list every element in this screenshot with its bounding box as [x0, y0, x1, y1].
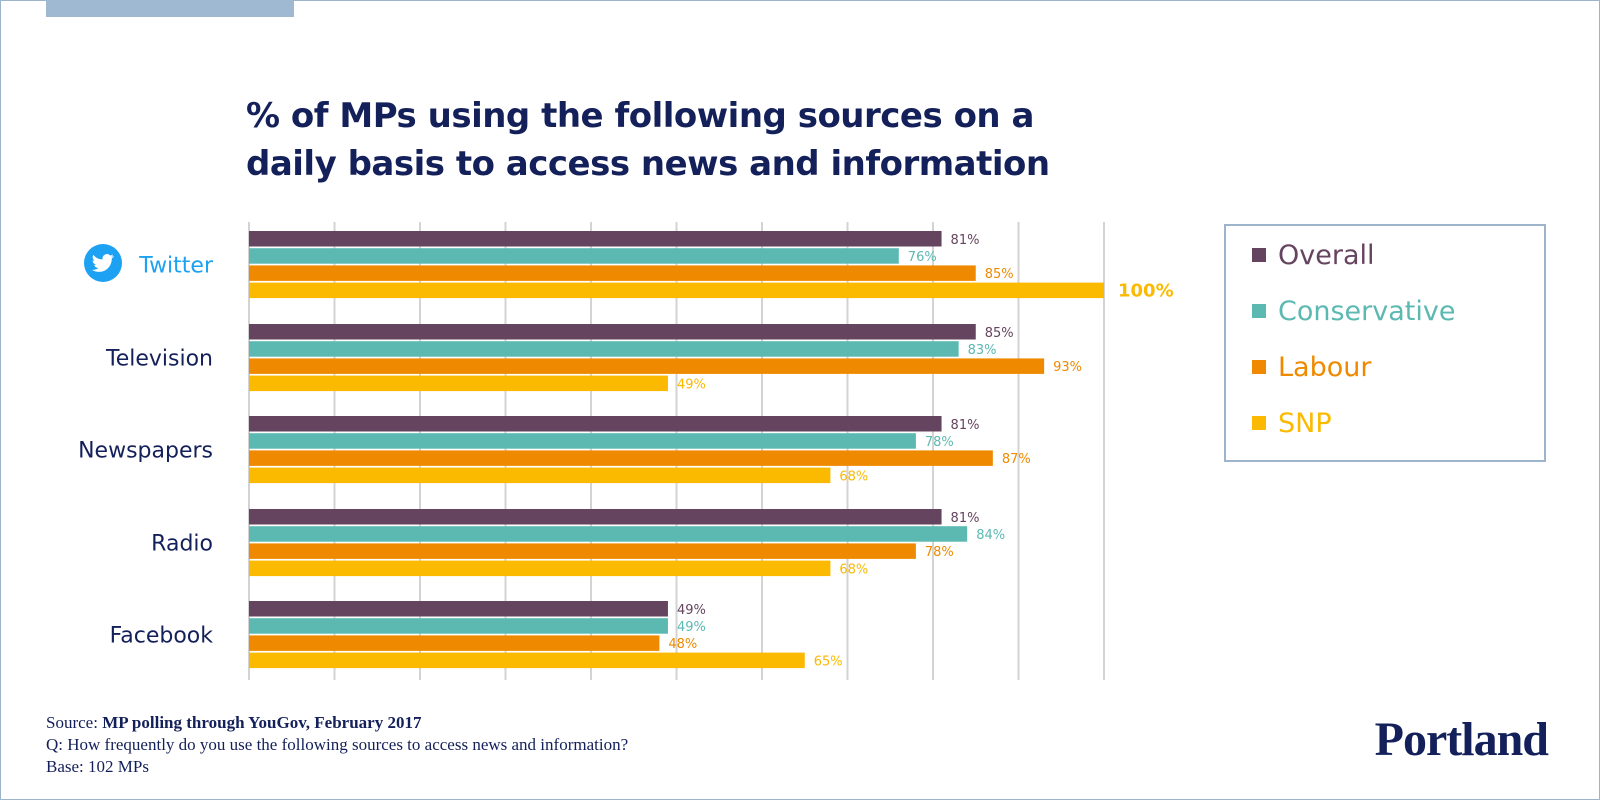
value-label-newspapers-conservative: 78%	[925, 435, 954, 450]
category-label-newspapers: Newspapers	[78, 438, 213, 463]
legend-swatch-overall	[1252, 248, 1266, 262]
bar-twitter-snp	[249, 282, 1104, 299]
legend-label-conservative: Conservative	[1278, 295, 1456, 327]
bar-television-snp	[249, 375, 668, 392]
bar-newspapers-labour	[249, 450, 993, 466]
value-label-twitter-conservative: 76%	[908, 250, 937, 265]
chart-title-line-1: % of MPs using the following sources on …	[246, 96, 1034, 136]
value-label-television-overall: 85%	[985, 326, 1014, 341]
portland-logo: Portland	[1374, 713, 1549, 766]
value-label-twitter-overall: 81%	[951, 233, 980, 248]
value-label-twitter-snp: 100%	[1118, 280, 1174, 301]
top-accent-bar	[46, 0, 294, 17]
value-label-twitter-labour: 85%	[985, 267, 1014, 282]
value-label-radio-labour: 78%	[925, 545, 954, 560]
bar-television-overall	[249, 324, 976, 340]
bar-twitter-overall	[249, 231, 942, 247]
bar-newspapers-conservative	[249, 433, 916, 449]
legend-item-conservative: Conservative	[1252, 294, 1455, 328]
base-line: Base: 102 MPs	[46, 757, 149, 776]
bar-newspapers-snp	[249, 467, 831, 484]
value-label-facebook-conservative: 49%	[677, 620, 706, 635]
bar-television-conservative	[249, 341, 959, 357]
bar-twitter-labour	[249, 265, 976, 281]
value-label-newspapers-snp: 68%	[839, 469, 868, 484]
value-label-radio-overall: 81%	[951, 511, 980, 526]
legend-label-labour: Labour	[1278, 351, 1372, 383]
category-label-radio: Radio	[151, 531, 213, 556]
bar-twitter-conservative	[249, 248, 899, 264]
value-label-facebook-labour: 48%	[668, 637, 697, 652]
bar-radio-snp	[249, 560, 831, 577]
bar-television-labour	[249, 358, 1045, 374]
value-label-facebook-snp: 65%	[814, 654, 843, 669]
value-label-facebook-overall: 49%	[677, 603, 706, 618]
legend: Overall Conservative Labour SNP	[1224, 224, 1546, 462]
bar-facebook-snp	[249, 652, 805, 669]
legend-swatch-conservative	[1252, 304, 1266, 318]
category-label-television: Television	[105, 346, 213, 371]
category-label-twitter: Twitter	[138, 253, 214, 278]
legend-swatch-labour	[1252, 360, 1266, 374]
question-line: Q: How frequently do you use the followi…	[46, 735, 629, 754]
value-label-television-snp: 49%	[677, 377, 706, 392]
source-line: Source: MP polling through YouGov, Febru…	[46, 712, 628, 734]
legend-item-overall: Overall	[1252, 238, 1375, 272]
value-label-television-labour: 93%	[1053, 360, 1082, 375]
category-label-facebook: Facebook	[110, 623, 214, 648]
value-label-television-conservative: 83%	[968, 343, 997, 358]
value-label-newspapers-labour: 87%	[1002, 452, 1031, 467]
source-text: MP polling through YouGov, February 2017	[102, 713, 422, 732]
legend-item-labour: Labour	[1252, 350, 1371, 384]
legend-item-snp: SNP	[1252, 406, 1332, 440]
source-prefix: Source:	[46, 713, 103, 732]
twitter-icon	[84, 244, 122, 282]
legend-swatch-snp	[1252, 416, 1266, 430]
legend-label-snp: SNP	[1278, 407, 1332, 439]
bar-radio-overall	[249, 509, 942, 525]
bar-newspapers-overall	[249, 416, 942, 432]
value-label-radio-conservative: 84%	[976, 528, 1005, 543]
legend-label-overall: Overall	[1278, 239, 1375, 271]
chart-title-line-2: daily basis to access news and informati…	[246, 144, 1050, 184]
bar-facebook-labour	[249, 635, 660, 651]
bar-facebook-overall	[249, 601, 668, 617]
bar-radio-conservative	[249, 526, 968, 542]
value-label-radio-snp: 68%	[839, 562, 868, 577]
footer-notes: Source: MP polling through YouGov, Febru…	[46, 712, 628, 778]
value-label-newspapers-overall: 81%	[951, 418, 980, 433]
chart-title: % of MPs using the following sources on …	[246, 92, 1146, 188]
bar-radio-labour	[249, 543, 916, 559]
bar-facebook-conservative	[249, 618, 668, 634]
